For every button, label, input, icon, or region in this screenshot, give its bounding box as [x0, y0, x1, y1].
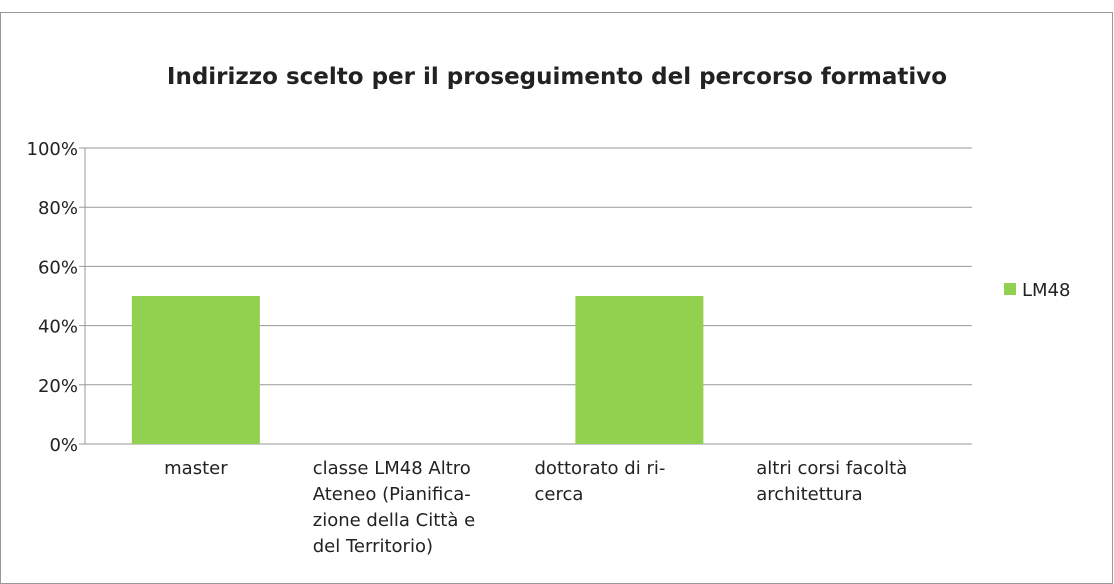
y-tick-label: 20%	[38, 376, 78, 397]
x-tick-label: master	[164, 458, 228, 479]
x-tick-label: altri corsi facoltà architettura	[756, 458, 907, 505]
y-tick-label: 0%	[49, 435, 78, 456]
x-tick-label: dottorato di ri-cerca	[535, 458, 666, 505]
x-tick-label: classe LM48 Altro Ateneo (Pianifica-zione…	[313, 458, 475, 557]
legend-swatch	[1004, 283, 1016, 295]
legend-label: LM48	[1022, 280, 1070, 301]
bar	[575, 296, 704, 444]
y-tick-label: 60%	[38, 257, 78, 278]
bar	[131, 296, 260, 444]
y-tick-label: 80%	[38, 198, 78, 219]
chart-title: Indirizzo scelto per il proseguimento de…	[167, 64, 947, 90]
y-tick-label: 100%	[27, 139, 78, 160]
y-tick-label: 40%	[38, 317, 78, 338]
